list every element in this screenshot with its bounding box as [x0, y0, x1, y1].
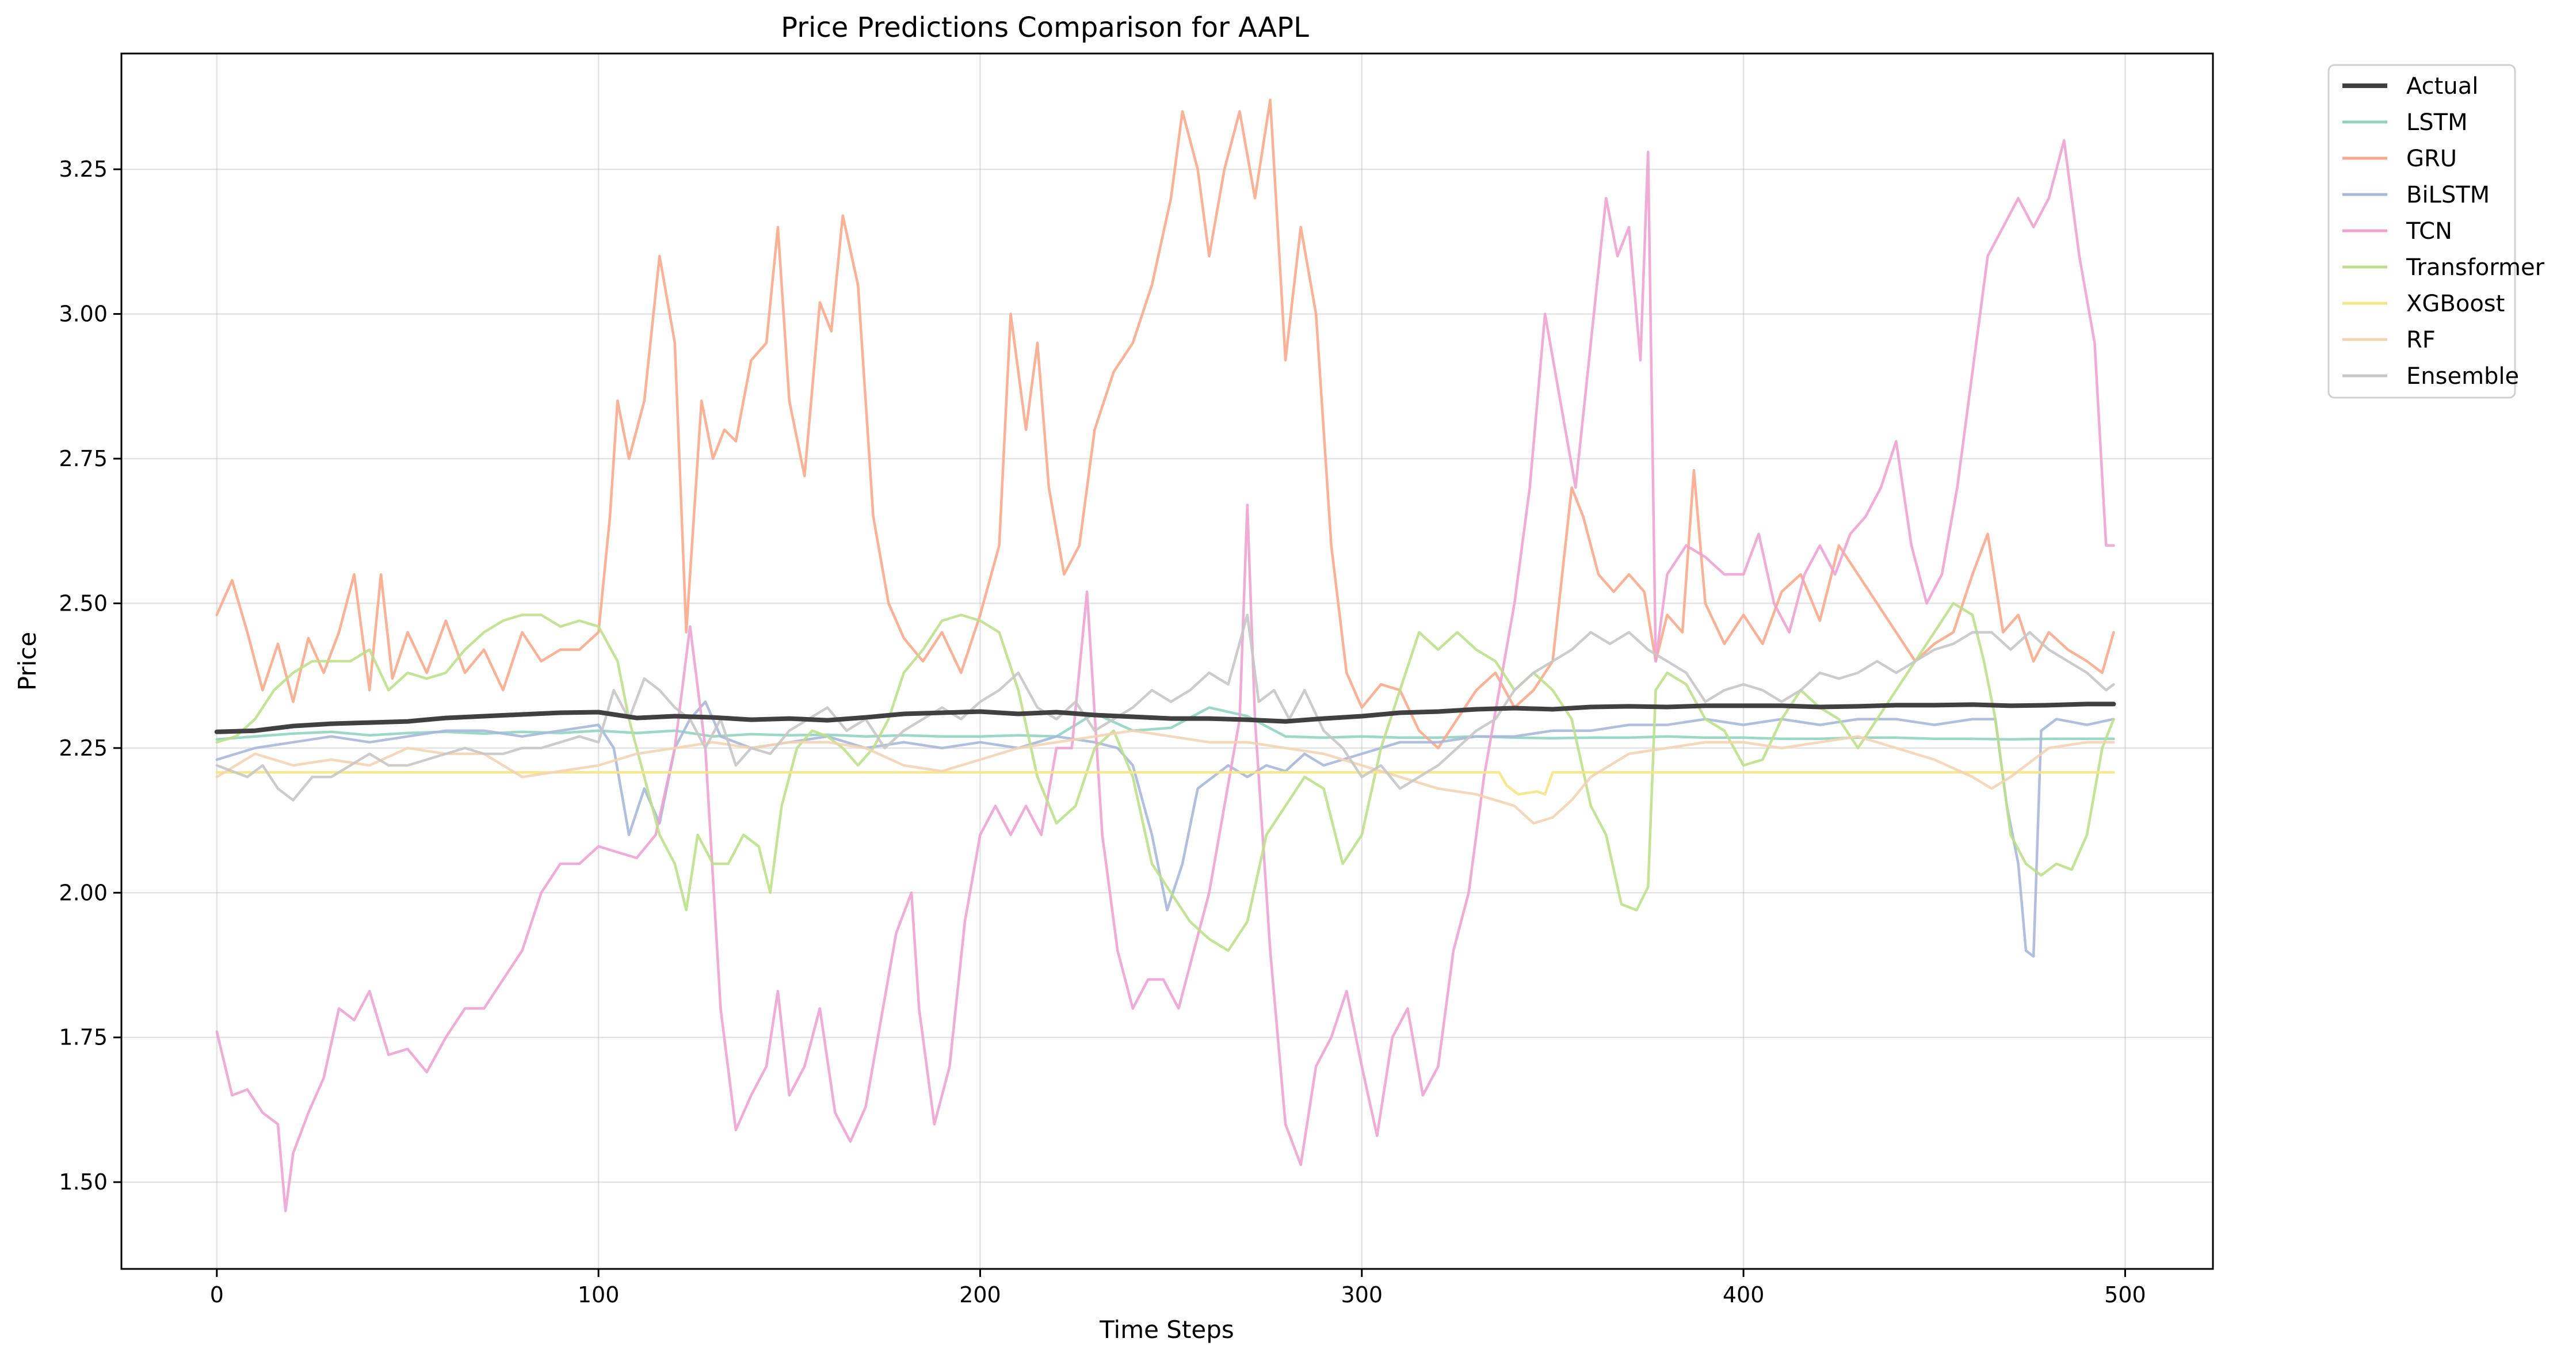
- x-tick-label: 400: [1723, 1282, 1765, 1307]
- grid: [121, 54, 2213, 1269]
- chart-title: Price Predictions Comparison for AAPL: [781, 12, 1309, 44]
- x-tick-label: 200: [959, 1282, 1001, 1307]
- series-line-ensemble: [215, 613, 2115, 802]
- legend-label-lstm: LSTM: [2406, 109, 2468, 136]
- y-tick-label: 1.75: [59, 1025, 108, 1050]
- x-tick-label: 500: [2104, 1282, 2146, 1307]
- y-tick-label: 2.00: [59, 880, 108, 905]
- legend-label-bilstm: BiLSTM: [2406, 182, 2490, 208]
- x-axis-label: Time Steps: [1099, 1316, 1234, 1344]
- y-tick-label: 3.25: [59, 157, 108, 182]
- legend-label-actual: Actual: [2406, 73, 2478, 100]
- legend-label-xgboost: XGBoost: [2406, 291, 2505, 317]
- y-tick-label: 2.25: [59, 735, 108, 761]
- legend: Actual LSTM GRU BiLSTM TCN Transformer XGBoost…: [2327, 64, 2545, 399]
- series-line-gru: [215, 98, 2115, 750]
- legend-label-transformer: Transformer: [2406, 254, 2545, 281]
- legend-label-tcn: TCN: [2406, 218, 2452, 245]
- legend-label-gru: GRU: [2406, 146, 2457, 172]
- series-line-xgboost: [215, 771, 2115, 796]
- y-axis-ticks: 1.50 1.75 2.00 2.25 2.50 2.75 3.00 3.25: [59, 157, 121, 1195]
- y-axis-label: Price: [13, 632, 41, 691]
- series-line-tcn: [215, 139, 2115, 1213]
- y-tick-label: 2.50: [59, 590, 108, 616]
- series-line-lstm: [215, 706, 2115, 741]
- legend-label-rf: RF: [2406, 327, 2436, 353]
- legend-label-ensemble: Ensemble: [2406, 363, 2519, 390]
- series-lines: [214, 98, 2116, 1213]
- y-tick-label: 3.00: [59, 302, 108, 327]
- series-line-bilstm: [215, 700, 2115, 958]
- plot-area-frame: [120, 52, 2214, 1270]
- y-tick-label: 1.50: [59, 1169, 108, 1195]
- x-tick-label: 0: [210, 1282, 224, 1307]
- x-tick-label: 100: [578, 1282, 620, 1307]
- series-line-actual: [214, 702, 2116, 734]
- y-tick-label: 2.75: [59, 446, 108, 471]
- x-tick-label: 300: [1341, 1282, 1383, 1307]
- legend-frame: [2327, 64, 2516, 399]
- x-axis-ticks: 0 100 200 300 400 500: [210, 1269, 2146, 1307]
- series-line-rf: [215, 729, 2115, 825]
